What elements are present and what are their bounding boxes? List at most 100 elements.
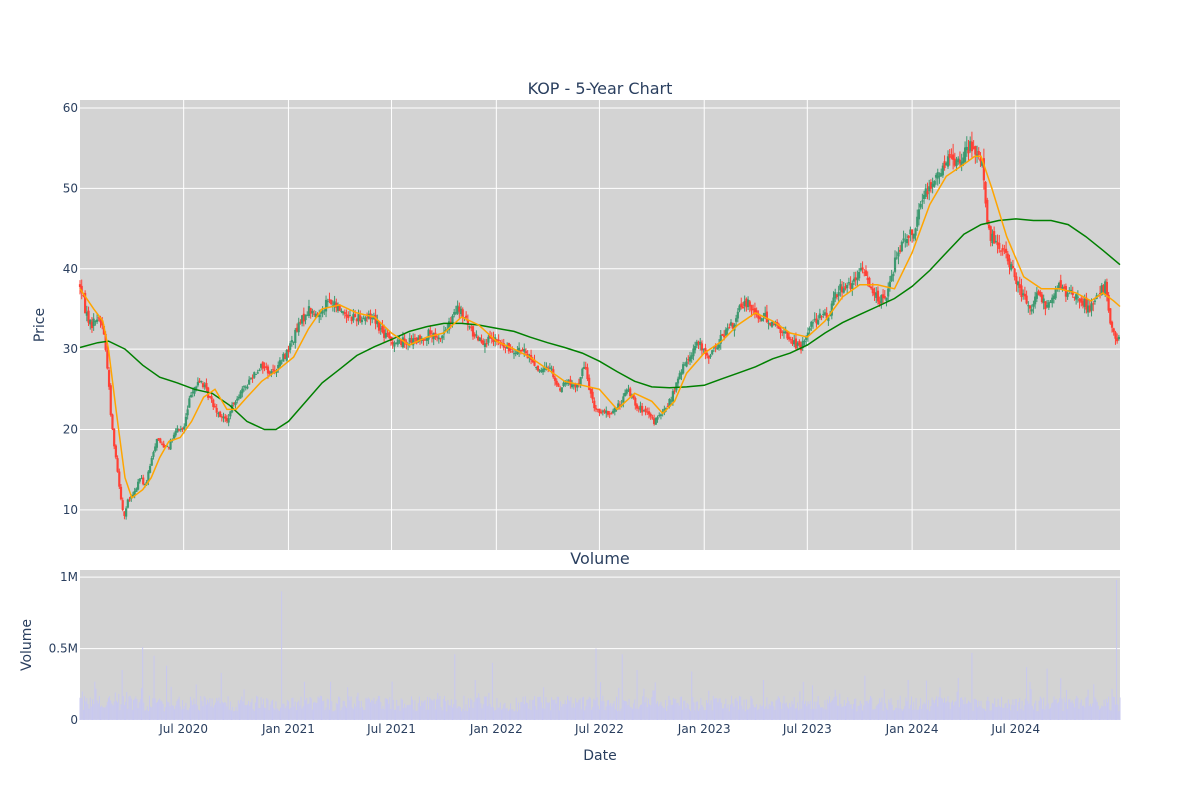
volume-bar (375, 701, 377, 720)
candle-body (97, 317, 100, 319)
volume-bar (895, 707, 897, 720)
candle-body (1061, 287, 1064, 290)
candle (485, 338, 488, 348)
volume-bar (751, 698, 753, 720)
volume-bar (1057, 702, 1059, 720)
candle (541, 367, 545, 375)
candle-body (212, 399, 215, 407)
volume-bar (1119, 697, 1121, 720)
candle-body (893, 257, 897, 272)
volume-bar (847, 697, 849, 720)
volume-bar (187, 710, 189, 720)
candle-body (851, 283, 854, 289)
volume-bar (410, 696, 412, 720)
candle-body (680, 371, 683, 375)
volume-bar (219, 703, 221, 720)
candle-body (422, 338, 425, 341)
volume-bar (240, 699, 242, 720)
volume-bar (661, 705, 663, 720)
candle-body (1105, 282, 1109, 296)
candle-body (403, 338, 406, 343)
candle-body (535, 366, 538, 368)
volume-bar (548, 702, 550, 720)
candle-body (1104, 281, 1107, 295)
volume-bar (643, 688, 645, 720)
volume-bar (356, 696, 358, 720)
candle-body (106, 350, 109, 369)
candle (991, 229, 994, 247)
volume-bar (166, 665, 168, 720)
candle-body (468, 326, 471, 328)
candle-body (198, 380, 201, 383)
candle-body (176, 428, 179, 433)
volume-bar (944, 697, 946, 720)
volume-bar (335, 702, 337, 720)
candle-body (1110, 321, 1114, 328)
candle-body (989, 226, 992, 241)
candle (538, 369, 541, 374)
volume-bar (1080, 699, 1082, 720)
candle (572, 384, 575, 390)
candle (301, 315, 304, 327)
volume-bar (1086, 696, 1088, 720)
volume-bar (962, 699, 964, 720)
volume-bar (989, 710, 991, 720)
volume-bar (998, 705, 1000, 720)
x-tick-label: Jan 2023 (677, 722, 731, 736)
candle (290, 335, 293, 347)
candle-body (371, 318, 374, 320)
candle-body (702, 348, 705, 350)
volume-bar (153, 655, 155, 720)
volume-bar (942, 702, 944, 720)
volume-bar (346, 707, 348, 720)
volume-y-tick-label: 1M (60, 570, 78, 584)
candle (304, 314, 307, 325)
volume-bar (1100, 708, 1102, 720)
volume-bar (307, 704, 309, 720)
candle-body (805, 336, 808, 340)
volume-bar (1118, 711, 1120, 720)
candle-body (136, 481, 140, 490)
candle-body (408, 337, 411, 343)
candle (760, 317, 763, 322)
volume-bar (932, 700, 934, 720)
candle (1092, 301, 1095, 312)
volume-bar (114, 692, 116, 720)
volume-bar (623, 700, 625, 720)
volume-bar (539, 696, 541, 720)
candle (581, 367, 584, 379)
volume-bar (933, 702, 935, 720)
candle (598, 408, 601, 417)
volume-bar (395, 709, 397, 720)
candle-body (570, 384, 574, 388)
volume-bar (332, 711, 334, 720)
volume-bar (856, 711, 858, 720)
candle-body (943, 161, 946, 169)
volume-bar (119, 710, 121, 720)
volume-bar (491, 662, 493, 720)
x-tick-label: Jul 2020 (158, 722, 208, 736)
volume-bar (972, 710, 974, 720)
candle-body (290, 340, 293, 343)
candle-body (694, 345, 697, 351)
volume-bar (248, 700, 250, 720)
volume-bar (773, 706, 775, 720)
candle-body (627, 389, 630, 391)
candle (781, 330, 784, 337)
volume-bar (952, 700, 954, 720)
volume-bar (728, 711, 730, 720)
candle (136, 478, 140, 491)
candle (765, 304, 768, 323)
candle (219, 410, 222, 418)
candle-body (148, 466, 152, 473)
volume-bar (680, 696, 682, 720)
volume-bar (1063, 697, 1065, 720)
candle-body (516, 349, 519, 355)
candle (940, 168, 943, 178)
candle (242, 385, 246, 392)
volume-bar (634, 699, 636, 720)
candle-body (673, 390, 676, 392)
candle-body (401, 337, 405, 348)
candle-body (642, 410, 645, 412)
